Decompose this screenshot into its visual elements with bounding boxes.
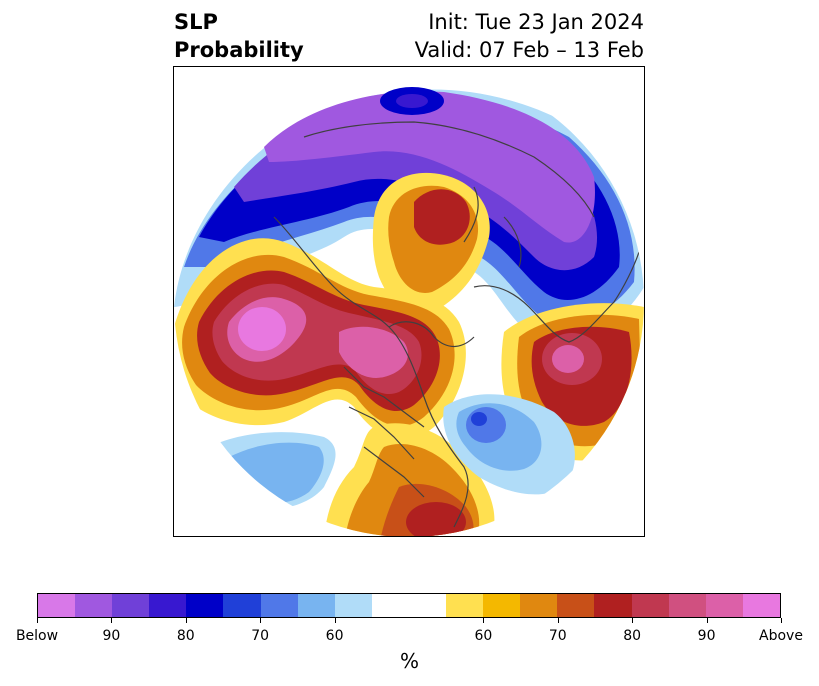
colorbar-swatch <box>297 594 335 617</box>
colorbar-swatch <box>483 594 521 617</box>
colorbar-tick-mark <box>334 618 336 623</box>
colorbar-tick-mark <box>557 618 559 623</box>
colorbar-swatch <box>705 594 743 617</box>
map-panel <box>173 66 645 537</box>
colorbar-tick-label: 60 <box>325 628 344 644</box>
colorbar-swatch <box>371 594 447 617</box>
colorbar-tick-mark <box>260 618 262 623</box>
colorbar-swatch <box>38 594 76 617</box>
colorbar-swatch <box>631 594 669 617</box>
colorbar-tick-mark <box>111 618 113 623</box>
siberia-high-region <box>372 172 490 315</box>
colorbar-swatch <box>112 594 150 617</box>
alaska-high-region <box>174 238 466 440</box>
colorbar-tick-mark <box>37 618 38 623</box>
southeast-us-high-region <box>324 423 495 536</box>
colorbar-tick-label: 80 <box>176 628 195 644</box>
colorbar-swatch <box>557 594 595 617</box>
valid-range: Valid: 07 Feb – 13 Feb <box>414 38 644 62</box>
colorbar-swatch <box>446 594 484 617</box>
colorbar-swatch <box>742 594 780 617</box>
title-metric: Probability <box>174 38 304 62</box>
colorbar-tick-mark <box>185 618 187 623</box>
init-date: Init: Tue 23 Jan 2024 <box>428 10 644 34</box>
colorbar-swatch <box>149 594 187 617</box>
colorbar-tick-label: Above <box>759 628 803 644</box>
colorbar-swatch <box>668 594 706 617</box>
colorbar-swatch <box>594 594 632 617</box>
probability-map <box>174 67 644 536</box>
colorbar-tick-label: 80 <box>623 628 642 644</box>
colorbar-unit-label: % <box>399 649 419 673</box>
colorbar-tick-mark <box>632 618 634 623</box>
colorbar-tick-label: 90 <box>102 628 121 644</box>
colorbar-swatch <box>75 594 113 617</box>
colorbar-tick-label: 70 <box>548 628 567 644</box>
newfoundland-low-region <box>443 394 575 495</box>
colorbar-tick-mark <box>483 618 485 623</box>
colorbar-tick-mark <box>781 618 782 623</box>
colorbar-tick-label: 70 <box>251 628 270 644</box>
coastlines <box>273 121 640 528</box>
title-variable: SLP <box>174 10 218 34</box>
title-right: Init: Tue 23 Jan 2024 Valid: 07 Feb – 13… <box>415 8 644 64</box>
title-left: SLP Probability <box>174 8 304 64</box>
colorbar-swatch <box>520 594 558 617</box>
colorbar-swatch <box>223 594 261 617</box>
colorbar-tick-label: 90 <box>697 628 716 644</box>
colorbar-swatch <box>260 594 298 617</box>
colorbar-swatch <box>186 594 224 617</box>
colorbar <box>37 593 781 618</box>
colorbar-tick-mark <box>706 618 708 623</box>
colorbar-swatch <box>334 594 372 617</box>
colorbar-tick-label: 60 <box>474 628 493 644</box>
colorbar-tick-label: Below <box>15 628 59 644</box>
